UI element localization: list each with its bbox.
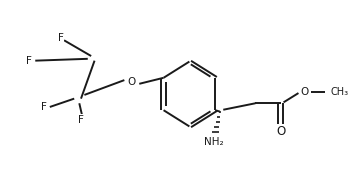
Text: O: O <box>301 87 309 97</box>
Text: NH₂: NH₂ <box>204 137 224 147</box>
Text: F: F <box>58 33 64 43</box>
Text: F: F <box>26 56 31 66</box>
Text: O: O <box>128 77 136 87</box>
Text: F: F <box>78 115 84 125</box>
Text: CH₃: CH₃ <box>331 87 349 97</box>
Text: F: F <box>41 102 47 112</box>
Text: O: O <box>276 124 285 138</box>
